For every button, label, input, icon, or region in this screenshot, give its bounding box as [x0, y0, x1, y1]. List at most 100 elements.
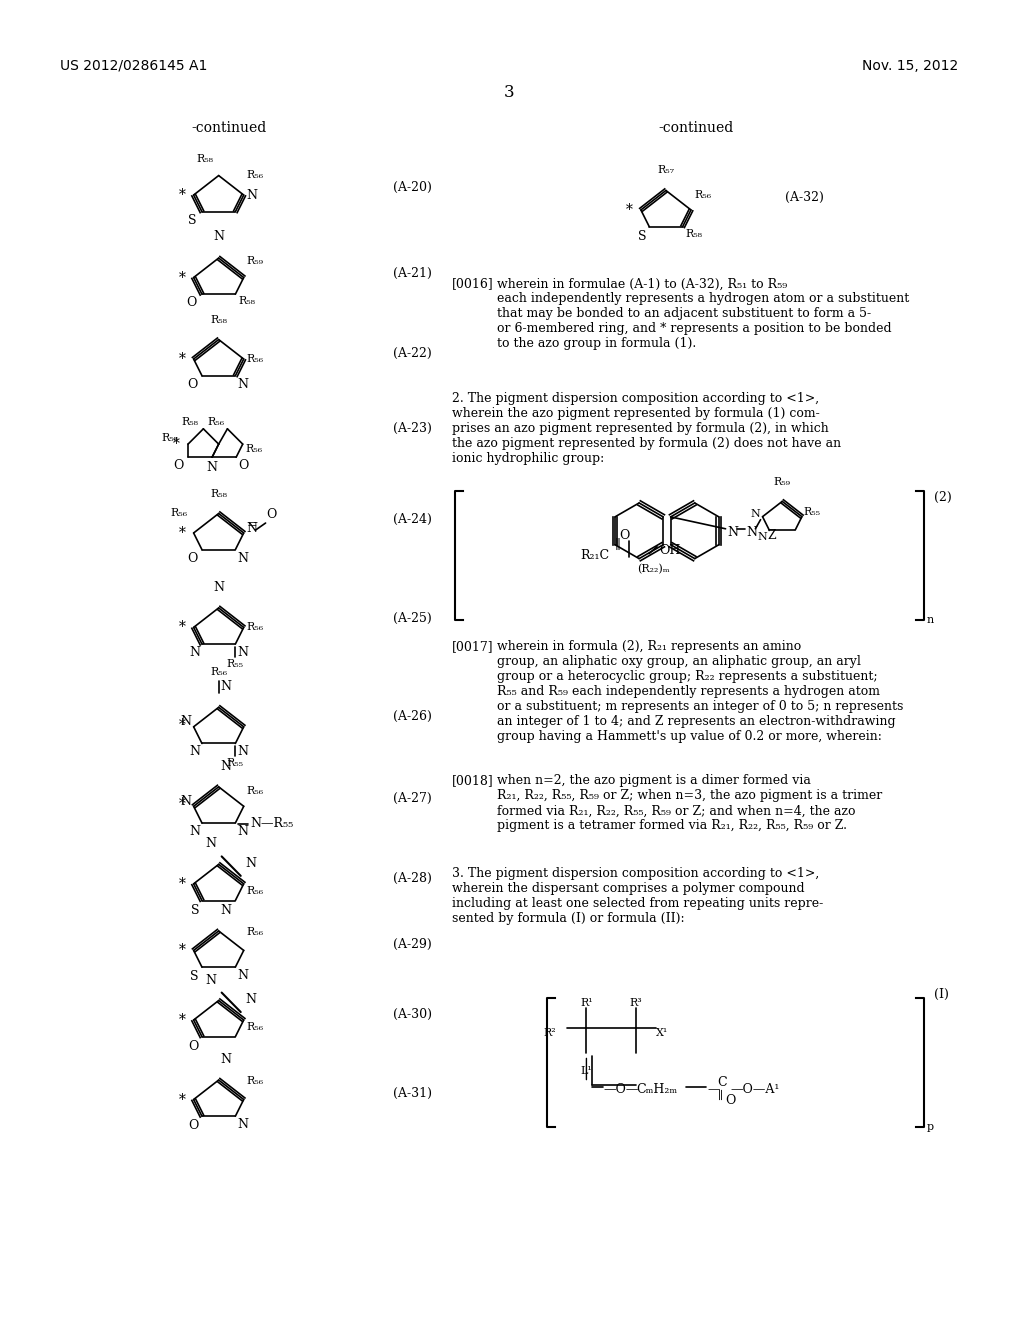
Text: *: * [179, 525, 185, 540]
Text: O: O [618, 529, 630, 541]
Text: *: * [179, 187, 185, 202]
Text: R₅₇: R₅₇ [657, 165, 675, 174]
Text: N: N [189, 746, 200, 759]
Text: R₅₆: R₅₆ [247, 927, 264, 936]
Text: (A-29): (A-29) [392, 939, 431, 952]
Text: N: N [207, 461, 218, 474]
Text: O: O [726, 1094, 736, 1106]
Text: (A-23): (A-23) [392, 421, 431, 434]
Text: (I): (I) [934, 987, 949, 1001]
Text: (2): (2) [934, 491, 952, 504]
Text: *: * [626, 203, 633, 216]
Text: O: O [174, 459, 184, 473]
Text: N: N [247, 189, 258, 202]
Text: p: p [927, 1122, 934, 1133]
Text: when n=2, the azo pigment is a dimer formed via
R₂₁, R₂₂, R₅₅, R₅₉ or Z; when n=: when n=2, the azo pigment is a dimer for… [497, 775, 883, 833]
Text: n: n [927, 615, 934, 626]
Text: R₂₁C: R₂₁C [581, 549, 609, 562]
Text: X¹: X¹ [656, 1028, 669, 1038]
Text: (A-26): (A-26) [392, 710, 431, 722]
Text: (A-22): (A-22) [392, 347, 431, 360]
Text: [0016]: [0016] [453, 277, 494, 290]
Text: O: O [187, 552, 198, 565]
Text: *: * [179, 271, 185, 285]
Text: O: O [188, 1119, 199, 1133]
Text: R₅₆: R₅₆ [247, 623, 264, 632]
Text: *: * [179, 876, 185, 891]
Text: R₅₆: R₅₆ [207, 417, 224, 426]
Text: R₅₅: R₅₅ [804, 507, 821, 516]
Text: O: O [188, 1040, 199, 1052]
Text: R¹: R¹ [581, 998, 593, 1008]
Text: —O—A¹: —O—A¹ [730, 1082, 780, 1096]
Text: N: N [238, 378, 249, 391]
Text: —O—: —O— [603, 1082, 639, 1096]
Text: N: N [238, 969, 249, 982]
Text: R₅₅: R₅₅ [227, 659, 244, 669]
Text: R₅₈: R₅₈ [210, 314, 227, 325]
Text: (R₂₂)ₘ: (R₂₂)ₘ [637, 564, 670, 574]
Text: R₅₈: R₅₈ [197, 153, 214, 164]
Text: R₅₆: R₅₆ [247, 1022, 264, 1032]
Text: *: * [179, 620, 185, 635]
Text: wherein in formula (2), R₂₁ represents an amino
group, an aliphatic oxy group, a: wherein in formula (2), R₂₁ represents a… [497, 640, 903, 743]
Text: N: N [180, 795, 191, 808]
Text: R³: R³ [630, 998, 642, 1008]
Text: S: S [190, 970, 199, 983]
Text: *: * [179, 1093, 185, 1106]
Text: C: C [718, 1076, 727, 1089]
Text: -continued: -continued [191, 121, 266, 135]
Text: OH: OH [659, 544, 680, 557]
Text: N: N [180, 715, 191, 729]
Text: S: S [191, 903, 200, 916]
Text: *: * [179, 718, 185, 731]
Text: N: N [758, 532, 767, 541]
Text: Nov. 15, 2012: Nov. 15, 2012 [862, 58, 958, 73]
Text: N: N [189, 645, 200, 659]
Text: N: N [247, 521, 258, 535]
Text: (A-27): (A-27) [392, 792, 431, 805]
Text: R₅₅: R₅₅ [227, 759, 244, 768]
Text: N: N [238, 746, 249, 759]
Text: O: O [266, 508, 276, 521]
Text: (A-21): (A-21) [392, 268, 431, 280]
Text: N: N [206, 837, 217, 850]
Text: (A-25): (A-25) [392, 612, 431, 626]
Text: O: O [187, 378, 198, 391]
Text: R₅₆: R₅₆ [246, 444, 263, 454]
Text: S: S [638, 230, 646, 243]
Text: N: N [213, 230, 224, 243]
Text: N: N [246, 993, 257, 1006]
Text: (A-32): (A-32) [785, 191, 824, 203]
Text: N: N [238, 552, 249, 565]
Text: N: N [213, 581, 224, 594]
Text: ∥: ∥ [718, 1090, 723, 1101]
Text: R₅₈: R₅₈ [181, 417, 199, 426]
Text: R₅₆: R₅₆ [247, 1076, 264, 1085]
Text: N: N [238, 825, 249, 838]
Text: ∥: ∥ [614, 539, 621, 552]
Text: *: * [179, 944, 185, 957]
Text: N: N [189, 825, 200, 838]
Text: O: O [186, 296, 197, 309]
Text: N: N [246, 857, 257, 870]
Text: CₘH₂ₘ: CₘH₂ₘ [636, 1082, 677, 1096]
Text: N: N [220, 1053, 231, 1067]
Text: 3. The pigment dispersion composition according to <1>,
wherein the dispersant c: 3. The pigment dispersion composition ac… [453, 867, 823, 925]
Text: N: N [220, 904, 231, 917]
Text: R²: R² [544, 1028, 557, 1038]
Text: =: = [247, 517, 257, 531]
Text: R₅₆: R₅₆ [694, 190, 711, 201]
Text: N—R₅₅: N—R₅₅ [250, 817, 294, 829]
Text: (A-31): (A-31) [392, 1088, 431, 1101]
Text: R₅₆: R₅₆ [210, 668, 227, 677]
Text: R₅₈: R₅₈ [162, 433, 178, 442]
Text: US 2012/0286145 A1: US 2012/0286145 A1 [59, 58, 207, 73]
Text: R₅₆: R₅₆ [247, 170, 264, 180]
Text: *: * [173, 437, 180, 451]
Text: —: — [708, 1082, 720, 1096]
Text: R₅₆: R₅₆ [247, 354, 264, 364]
Text: 3: 3 [504, 83, 514, 100]
Text: R₅₆: R₅₆ [170, 508, 187, 517]
Text: wherein in formulae (A-1) to (A-32), R₅₁ to R₅₉
each independently represents a : wherein in formulae (A-1) to (A-32), R₅₁… [497, 277, 909, 350]
